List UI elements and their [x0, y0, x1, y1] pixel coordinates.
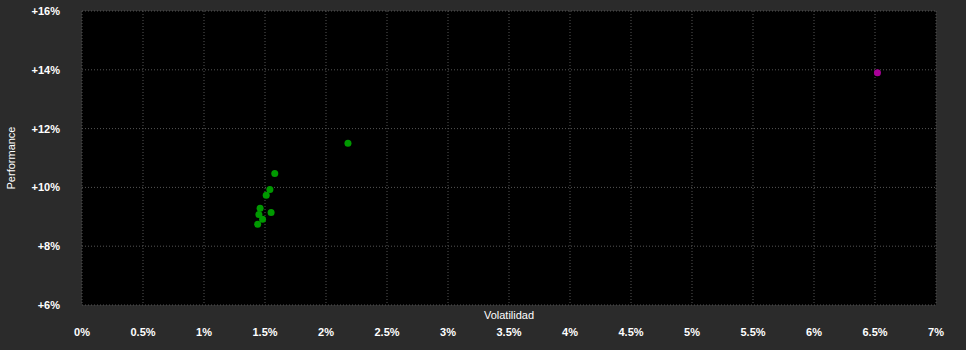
- tick-label: 6.5%: [862, 326, 887, 338]
- tick-label: +6%: [38, 299, 61, 311]
- tick-label: 0.5%: [130, 326, 155, 338]
- tick-label: +8%: [38, 240, 61, 252]
- grid-line: [631, 11, 632, 305]
- tick-label: 3%: [440, 326, 456, 338]
- tick-label: 1%: [196, 326, 212, 338]
- grid-line: [387, 11, 388, 305]
- grid-line: [509, 11, 510, 305]
- point: [257, 205, 264, 212]
- grid-line: [82, 128, 936, 129]
- point: [266, 186, 273, 193]
- point: [268, 209, 275, 216]
- chart: 0% 0.5% 1% 1.5% 2% 2.5% 3% 3.5% 4% 4.5% 5% 5.5% 6% 6.…: [0, 0, 966, 350]
- grid-line: [82, 187, 936, 188]
- grid-line: [936, 11, 937, 305]
- tick-label: 7%: [928, 326, 944, 338]
- point: [344, 140, 351, 147]
- grid-line: [82, 69, 936, 70]
- grid-line: [82, 11, 936, 12]
- tick-label: 5.5%: [740, 326, 765, 338]
- tick-label: +16%: [32, 5, 61, 17]
- points: [254, 69, 881, 227]
- point: [263, 192, 270, 199]
- x-axis-label: Volatilidad: [484, 309, 534, 321]
- tick-label: 0%: [74, 326, 90, 338]
- grid-line: [265, 11, 266, 305]
- tick-label: 2%: [318, 326, 334, 338]
- grid-line: [82, 305, 936, 306]
- grid-line: [204, 11, 205, 305]
- tick-label: +14%: [32, 64, 61, 76]
- tick-label: 4%: [562, 326, 578, 338]
- tick-label: +12%: [32, 123, 61, 135]
- grid-line: [82, 246, 936, 247]
- tick-label: 1.5%: [252, 326, 277, 338]
- tick-label: 2.5%: [374, 326, 399, 338]
- tick-label: 3.5%: [496, 326, 521, 338]
- plot-area: [82, 11, 936, 305]
- tick-label: 6%: [806, 326, 822, 338]
- grid-line: [143, 11, 144, 305]
- grid-line: [753, 11, 754, 305]
- tick-label: +10%: [32, 181, 61, 193]
- point: [271, 170, 278, 177]
- point: [259, 216, 266, 223]
- grid-line: [814, 11, 815, 305]
- point: [254, 221, 261, 228]
- grid-line: [448, 11, 449, 305]
- grid-line: [875, 11, 876, 305]
- tick-label: 5%: [684, 326, 700, 338]
- tick-label: 4.5%: [618, 326, 643, 338]
- y-axis-label: Performance: [5, 127, 17, 190]
- grid-line: [570, 11, 571, 305]
- grid-line: [692, 11, 693, 305]
- grid-line: [326, 11, 327, 305]
- point: [874, 69, 881, 76]
- grid-line: [82, 11, 83, 305]
